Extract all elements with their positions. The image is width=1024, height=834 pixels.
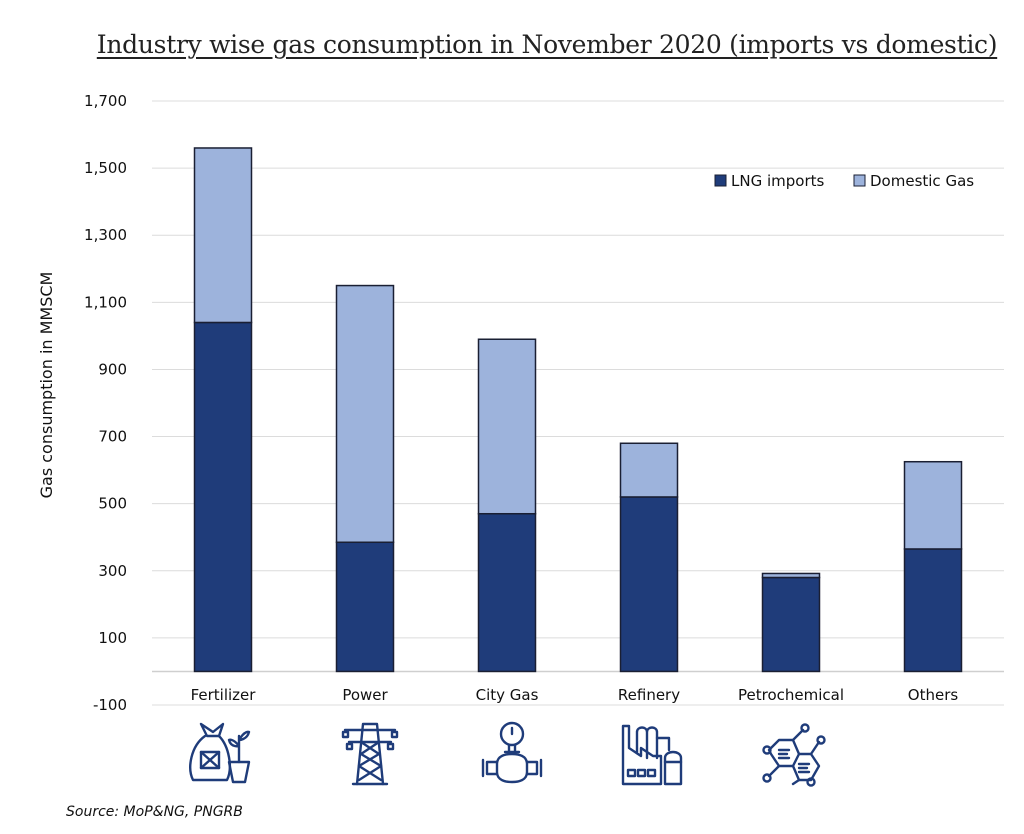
- y-tick-label: 1,300: [84, 226, 127, 244]
- legend-label-lng-imports: LNG imports: [731, 172, 824, 190]
- x-tick-label: Refinery: [618, 686, 680, 704]
- bar-domestic-gas: [619, 442, 679, 498]
- y-tick-label: 1,100: [84, 293, 127, 311]
- legend: LNG imports Domestic Gas: [714, 172, 974, 190]
- bar-group-power: [335, 284, 395, 673]
- fertilizer-bag-plant-icon: [183, 718, 253, 788]
- bars: [193, 147, 963, 673]
- bar-lng-imports: [477, 512, 537, 673]
- legend-swatch-lng-imports: [714, 174, 727, 187]
- bar-domestic-gas: [193, 147, 253, 324]
- bar-lng-imports: [193, 321, 253, 673]
- y-tick-label: 100: [98, 629, 127, 647]
- molecule-icon: [757, 718, 827, 788]
- bar-group-city-gas: [477, 338, 537, 673]
- y-tick-label: 300: [98, 562, 127, 580]
- bar-lng-imports: [903, 548, 963, 673]
- y-tick-label: 1,500: [84, 159, 127, 177]
- y-axis-label: Gas consumption in MMSCM: [37, 272, 56, 499]
- x-tick-label: Petrochemical: [738, 686, 844, 704]
- bar-lng-imports: [619, 496, 679, 673]
- x-tick-label: Others: [908, 686, 959, 704]
- y-axis-ticks: -100 100 300 500 700 900 1,100 1,300 1,500 1,700: [84, 92, 127, 714]
- bar-group-refinery: [619, 442, 679, 673]
- y-tick-label: 900: [98, 360, 127, 378]
- x-tick-label: Power: [342, 686, 388, 704]
- gas-meter-icon: [477, 718, 547, 788]
- bar-lng-imports: [335, 541, 395, 673]
- bar-group-fertilizer: [193, 147, 253, 673]
- y-tick-label: -100: [93, 696, 127, 714]
- x-tick-label: City Gas: [476, 686, 539, 704]
- legend-swatch-domestic-gas: [853, 174, 866, 187]
- chart-title: Industry wise gas consumption in Novembe…: [96, 30, 998, 59]
- legend-label-domestic-gas: Domestic Gas: [870, 172, 974, 190]
- x-tick-label: Fertilizer: [191, 686, 257, 704]
- bar-domestic-gas: [477, 338, 537, 515]
- y-tick-label: 500: [98, 495, 127, 513]
- bar-lng-imports: [761, 576, 821, 673]
- refinery-factory-icon: [617, 718, 687, 788]
- bar-group-others: [903, 460, 963, 673]
- bar-group-petrochemical: [761, 572, 821, 673]
- source-note: Source: MoP&NG, PNGRB: [66, 804, 243, 820]
- y-tick-label: 1,700: [84, 92, 127, 110]
- power-tower-icon: [335, 718, 405, 788]
- x-axis-categories: Fertilizer Power City Gas Refinery Petrochem…: [191, 686, 959, 704]
- bar-domestic-gas: [761, 572, 821, 579]
- gridlines: [152, 100, 1004, 706]
- y-tick-label: 700: [98, 428, 127, 446]
- bar-domestic-gas: [903, 460, 963, 550]
- bar-domestic-gas: [335, 284, 395, 544]
